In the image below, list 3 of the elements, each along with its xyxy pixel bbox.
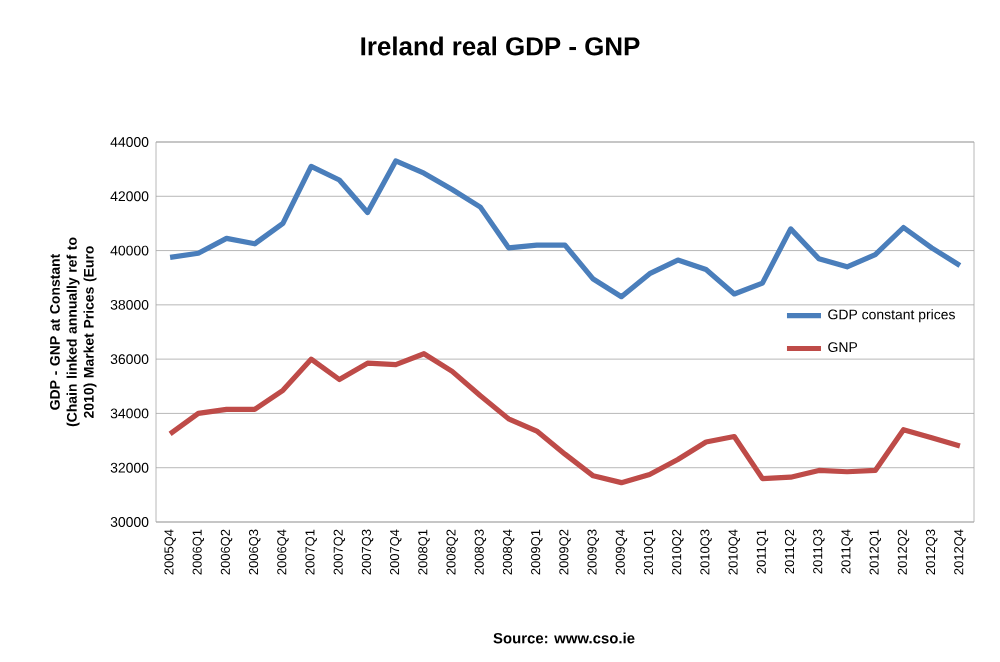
line-series [167, 351, 963, 486]
line-series [167, 158, 963, 300]
chart-title: Ireland real GDP - GNP [361, 36, 640, 56]
